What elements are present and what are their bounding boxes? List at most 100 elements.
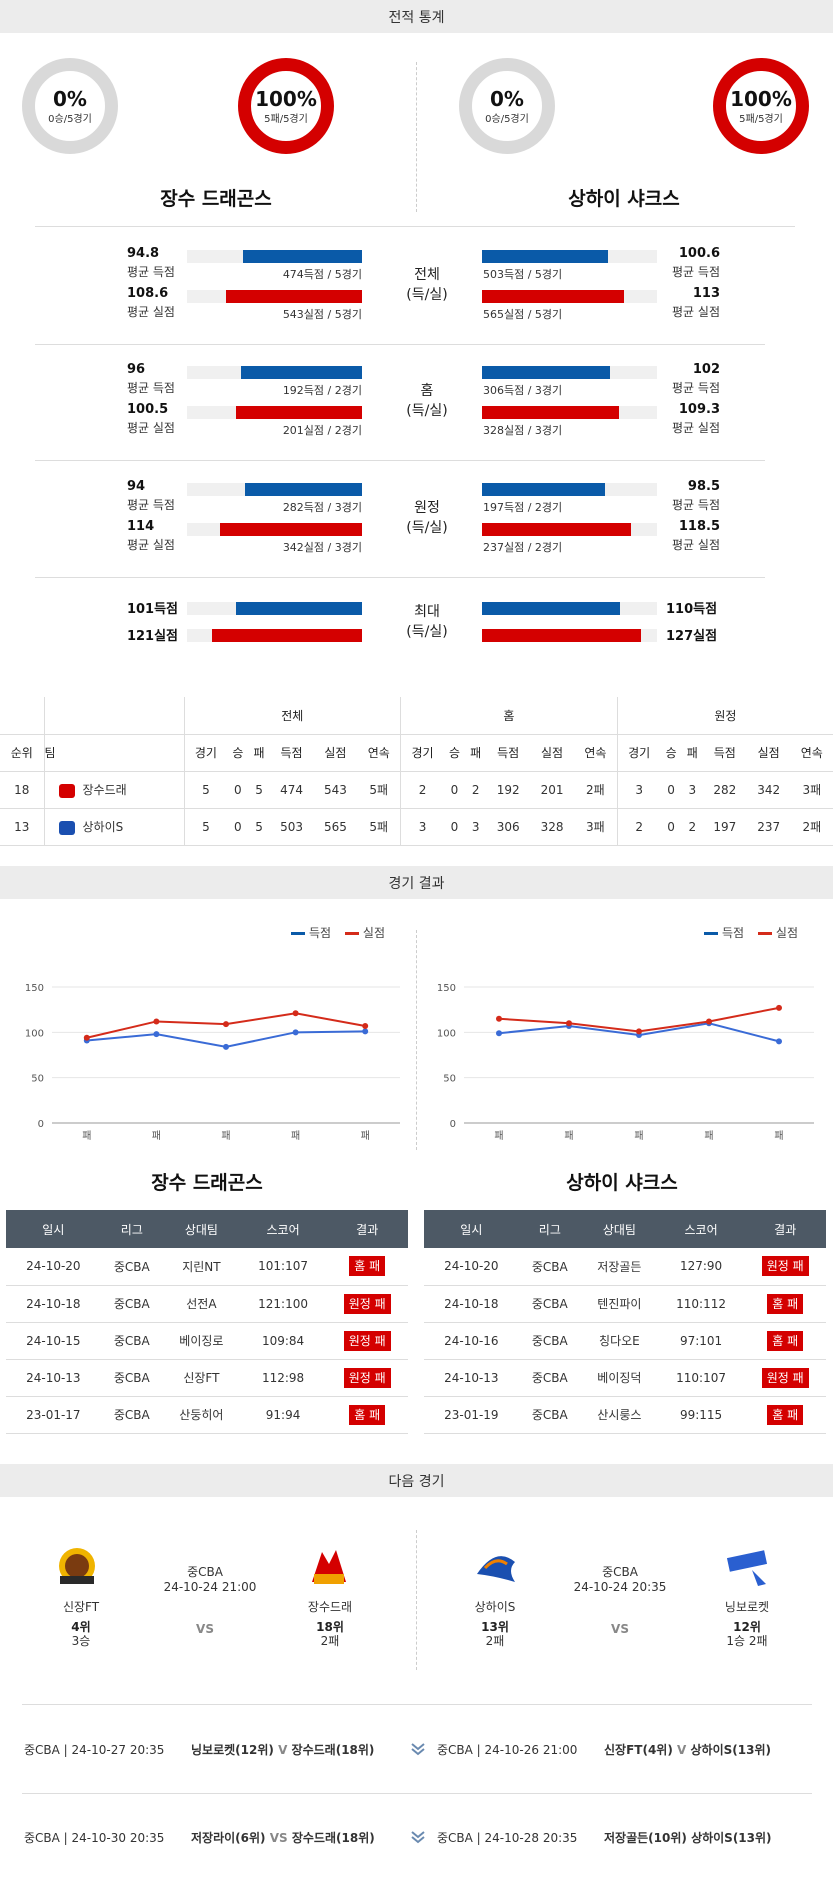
standings-cell: 474 [280,782,303,797]
block-sublabel: (득/실) [406,520,448,536]
result-cell: 91:94 [239,1396,327,1434]
right-concede-bar [482,290,624,303]
result-cell: 지린NT [163,1248,240,1286]
y-tick-label: 100 [437,1028,456,1039]
section-title: 전적 통계 [388,9,445,26]
result-row[interactable]: 23-01-17 중CBA 산둥히어 91:94 홈 패 [6,1396,408,1434]
fixture-matchup[interactable]: 저장골든(10위) 상하이S(13위) [604,1829,772,1846]
left-avg-concede-label: 평균 실점 [127,538,175,552]
fixture-info: 중CBA | 24-10-26 21:00 [437,1743,578,1757]
standings-cell: 5 [202,819,210,834]
result-cell: 24-10-20 [6,1248,101,1286]
right-avg-score-label: 평균 득점 [672,265,720,279]
vs-label: VS [611,1622,629,1636]
result-cell: 23-01-17 [6,1396,101,1434]
result-cell: 중CBA [100,1396,163,1434]
standings-cell: 5패 [357,771,402,808]
shanghai-logo-icon [58,820,75,835]
x-tick-label: 패 [82,1130,91,1142]
left-score-bar [244,483,362,496]
data-point-score [496,1030,502,1037]
standings-col-header: 득점 [497,746,520,760]
loss-record: 5패/5경기 [264,113,308,125]
chart-legend-right: 득점 실점 [694,924,798,941]
block-label: 최대 [414,604,440,620]
divider [416,930,417,1150]
fixture-vs: VS [269,1831,288,1845]
standings-cell: 3 [418,819,427,834]
loss-percent: 100% [730,86,792,111]
result-cell: 칭다오E [581,1322,658,1360]
result-row[interactable]: 24-10-16 중CBA 칭다오E 97:101 홈 패 [424,1322,826,1360]
standings-cell: 2 [418,782,427,797]
chevron-down-icon [411,1831,425,1844]
result-cell: 23-01-19 [424,1396,519,1434]
fixture-matchup[interactable]: 신장FT(4위) V 상하이S(13위) [604,1741,771,1758]
result-row[interactable]: 24-10-18 중CBA 텐진파이 110:112 홈 패 [424,1285,826,1323]
left-max-concede-bar [211,629,362,642]
fixture-info: 중CBA | 24-10-28 20:35 [437,1831,578,1845]
left-avg-score: 96 [127,362,146,377]
next-away-name: 장수드래 [307,1600,353,1614]
data-point-score [362,1028,369,1035]
result-cell: 24-10-15 [6,1322,101,1360]
standings-team: 상하이S [82,820,124,834]
result-row[interactable]: 24-10-15 중CBA 베이징로 109:84 원정 패 [6,1322,408,1360]
standings-col-header: 연속 [800,746,823,760]
result-cell: 109:84 [239,1322,327,1360]
standings-col-header: 연속 [573,734,618,771]
standings-col-header: 경기 [628,746,651,760]
jiangsu-logo-icon [58,783,75,798]
result-badge: 원정 패 [761,1367,809,1388]
standings-row[interactable]: 18 장수드래 5 0 5 474 543 5패 2 0 2 192 201 2패 3 0 3 282 342 3패 [0,771,833,808]
left-avg-score-label: 평균 득점 [127,381,175,395]
right-score-detail: 503득점 / 5경기 [483,268,563,281]
fixture-home: 닝보로켓(12위) [191,1743,274,1757]
result-row[interactable]: 24-10-13 중CBA 베이징덕 110:107 원정 패 [424,1359,826,1397]
result-badge: 원정 패 [761,1256,809,1277]
legend-swatch-score [704,932,718,935]
x-tick-label: 패 [152,1130,161,1142]
standings-cell: 2 [688,819,697,834]
standings-col-header: 패 [686,746,698,760]
result-row[interactable]: 24-10-20 중CBA 저장골든 127:90 원정 패 [424,1248,826,1286]
result-row[interactable]: 24-10-13 중CBA 신장FT 112:98 원정 패 [6,1359,408,1397]
result-row[interactable]: 23-01-19 중CBA 산시룽스 99:115 홈 패 [424,1396,826,1434]
right-team-name: 상하이 샤크스 [566,1172,678,1194]
jiangsu-logo-icon [312,1550,346,1584]
data-point-concede [83,1034,90,1041]
standings-cell: 3 [635,782,643,797]
legend-label: 실점 [362,926,386,940]
next-home-name: 상하이S [474,1600,516,1614]
group-header-total: 전체 [184,697,402,734]
separator [35,226,795,227]
result-cell: 24-10-13 [6,1359,101,1397]
result-row[interactable]: 24-10-20 중CBA 지린NT 101:107 홈 패 [6,1248,408,1286]
fixture-home: 저장라이(6위) [191,1831,266,1845]
result-row[interactable]: 24-10-18 중CBA 선전A 121:100 원정 패 [6,1285,408,1323]
left-score-bar [241,366,362,379]
fixture-matchup[interactable]: 저장라이(6위) VS 장수드래(18위) [191,1829,375,1846]
block-label: 원정 [414,500,440,516]
standings-cell: 2 [471,782,480,797]
results-col-header: 스코어 [239,1210,327,1248]
fixture-vs: V [278,1743,288,1757]
result-cell: 24-10-18 [6,1285,101,1323]
result-cell: 텐진파이 [581,1285,658,1323]
results-table-left: 일시 리그 상대팀 스코어 결과 24-10-20 중CBA 지린NT 101:107 홈 패 24… [6,1210,408,1434]
x-tick-label: 패 [634,1130,643,1142]
left-avg-concede: 108.6 [127,286,169,301]
result-cell: 원정 패 [326,1285,408,1323]
standings-cell: 0 [234,782,242,797]
right-avg-score: 98.5 [687,479,720,494]
legend-label: 실점 [775,926,799,940]
separator [22,1793,812,1794]
x-tick-label: 패 [291,1130,300,1142]
standings-table: 전체 홈 원정 순위 팀 경기 승 패 득점 실점 연속 경기 승 패 득점 실점 연속 경기 승 패 득점 실점 연… [0,697,833,846]
fixture-away: 장수드래(18위) [291,1831,375,1845]
standings-row[interactable]: 13 상하이S 5 0 5 503 565 5패 3 0 3 306 328 3패 2 0 2 197 237 2패 [0,808,833,845]
legend-label: 득점 [722,926,745,940]
fixture-matchup[interactable]: 닝보로켓(12위) V 장수드래(18위) [191,1741,374,1758]
data-point-concede [223,1021,229,1028]
shanghai-logo-icon [477,1556,515,1582]
